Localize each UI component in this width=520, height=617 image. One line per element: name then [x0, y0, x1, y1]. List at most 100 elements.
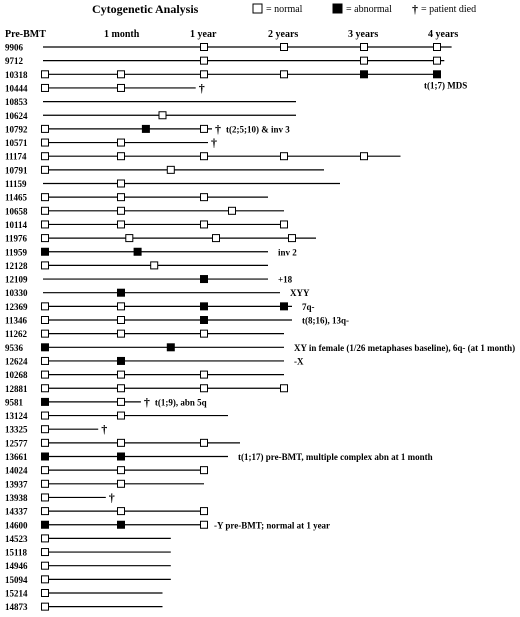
- patient-row: 10330 XYY: [5, 288, 310, 298]
- legend-died-dagger: †: [412, 2, 418, 16]
- patient-id: 13325: [5, 425, 28, 435]
- patient-id: 11346: [5, 316, 28, 326]
- abnormal-marker: [117, 452, 125, 461]
- patient-id: 10624: [5, 111, 28, 121]
- normal-marker: [200, 466, 208, 475]
- abnormal-marker: [117, 356, 125, 365]
- patient-id: 10853: [5, 97, 28, 107]
- abnormal-marker: [41, 343, 49, 352]
- patient-row: 12624 -X: [5, 356, 304, 366]
- normal-marker: [41, 589, 49, 597]
- normal-marker: [41, 329, 49, 338]
- normal-marker: [117, 206, 125, 215]
- normal-marker: [360, 43, 368, 51]
- patient-row: 11262: [5, 329, 284, 339]
- patient-id: 14873: [5, 602, 28, 612]
- patient-row: 14024: [5, 466, 208, 476]
- normal-marker: [117, 152, 125, 161]
- patient-row: 13325 †: [5, 422, 107, 436]
- normal-marker: [117, 316, 125, 324]
- normal-marker: [117, 83, 125, 92]
- patient-id: 15214: [5, 589, 28, 599]
- patient-row: 10571 †: [5, 136, 217, 150]
- patient-row: 10624: [5, 111, 296, 121]
- normal-marker: [41, 575, 49, 584]
- patient-row: 9712: [5, 56, 445, 66]
- time-label: Pre-BMT: [5, 29, 46, 40]
- patient-row: 14873: [5, 602, 163, 612]
- death-dagger: †: [211, 136, 217, 150]
- abnormal-marker: [200, 316, 208, 324]
- patient-id: 13938: [5, 493, 28, 503]
- normal-marker: [117, 384, 125, 393]
- patient-row: 13124: [5, 411, 228, 421]
- cytogenetic-note: t(1;7) MDS: [424, 80, 467, 90]
- cytogenetic-note: XYY: [290, 288, 310, 298]
- patient-row: 10318 t(1;7) MDS: [5, 70, 467, 91]
- patient-id: 9536: [5, 343, 24, 353]
- patient-id: 11174: [5, 152, 27, 162]
- patient-id: 13661: [5, 452, 28, 462]
- abnormal-marker: [41, 452, 49, 461]
- normal-marker: [360, 152, 368, 161]
- patient-row: 11465: [5, 193, 268, 203]
- normal-marker: [117, 479, 125, 488]
- normal-marker: [41, 152, 49, 161]
- death-dagger: †: [144, 395, 150, 409]
- normal-marker: [41, 83, 49, 92]
- normal-marker: [158, 111, 167, 120]
- patient-id: 14946: [5, 561, 28, 571]
- death-dagger: †: [199, 81, 205, 95]
- cytogenetic-note: t(1;17) pre-BMT, multiple complex abn at…: [238, 452, 433, 462]
- normal-marker: [41, 302, 49, 311]
- patient-row: 13937: [5, 479, 204, 489]
- time-label: 1 year: [190, 29, 217, 40]
- patient-id: 14024: [5, 466, 28, 476]
- normal-marker: [41, 370, 49, 379]
- normal-marker: [280, 220, 288, 229]
- normal-marker: [41, 602, 49, 611]
- patient-id: 12577: [5, 438, 28, 448]
- abnormal-marker: [117, 288, 125, 297]
- patient-id: 15118: [5, 548, 28, 558]
- patient-id: 11959: [5, 247, 28, 257]
- patient-row: 14600 -Y pre-BMT; normal at 1 year: [5, 520, 330, 530]
- normal-marker: [200, 43, 208, 51]
- normal-marker: [200, 438, 208, 447]
- normal-marker: [280, 43, 288, 51]
- patient-id: 12624: [5, 356, 28, 366]
- patient-id: 14523: [5, 534, 28, 544]
- patient-id: 11159: [5, 179, 27, 189]
- normal-marker: [41, 548, 49, 557]
- normal-marker: [200, 56, 208, 65]
- patient-row: 14946: [5, 561, 171, 571]
- normal-marker: [117, 302, 125, 311]
- abnormal-marker: [200, 275, 208, 284]
- patient-id: 15094: [5, 575, 28, 585]
- abnormal-marker: [41, 520, 49, 529]
- normal-marker: [41, 70, 49, 79]
- cytogenetic-note: -X: [294, 356, 304, 366]
- patient-id: 14337: [5, 507, 28, 517]
- normal-marker: [200, 193, 208, 202]
- normal-marker: [41, 507, 49, 516]
- patient-row: 12128: [5, 261, 268, 271]
- time-label: 4 years: [428, 29, 458, 40]
- normal-marker: [200, 384, 208, 393]
- normal-marker: [433, 56, 441, 65]
- normal-marker: [41, 316, 49, 324]
- normal-marker: [117, 370, 125, 379]
- patient-id: 9906: [5, 43, 24, 53]
- abnormal-marker: [41, 397, 49, 406]
- patient-row: 10791: [5, 165, 324, 175]
- normal-marker: [200, 370, 208, 379]
- normal-marker: [41, 356, 49, 365]
- patient-id: 12881: [5, 384, 28, 394]
- normal-marker: [41, 438, 49, 447]
- normal-marker: [280, 70, 288, 79]
- abnormal-marker: [360, 70, 368, 79]
- abnormal-marker: [141, 124, 150, 133]
- patient-row: 10658: [5, 206, 284, 216]
- patient-row: 12577: [5, 438, 240, 448]
- patient-row: 14337: [5, 507, 208, 517]
